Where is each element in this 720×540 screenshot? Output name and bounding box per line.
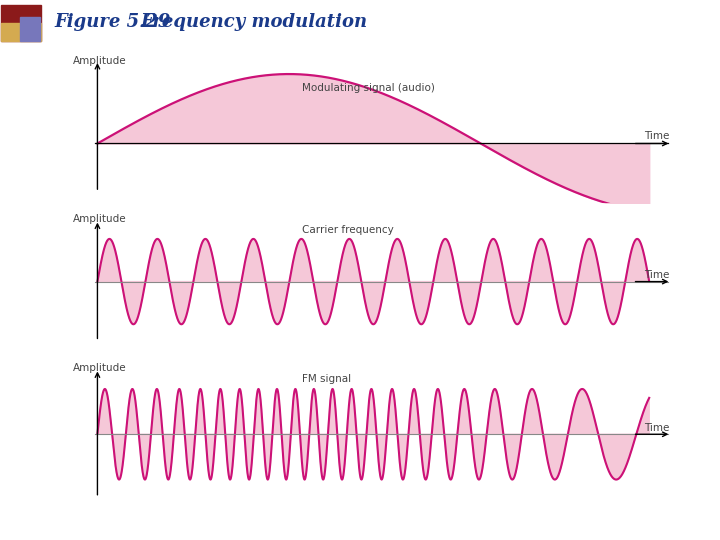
Bar (20, 17, 40, 41)
Bar (1, 23, 41, 41)
Text: Modulating signal (audio): Modulating signal (audio) (302, 83, 434, 93)
Text: Amplitude: Amplitude (73, 363, 126, 373)
Text: Carrier frequency: Carrier frequency (302, 225, 393, 234)
Text: Amplitude: Amplitude (73, 214, 126, 224)
Bar (1, 5, 41, 41)
Text: Amplitude: Amplitude (73, 56, 126, 66)
Text: FM signal: FM signal (302, 374, 351, 384)
Text: Time: Time (644, 131, 669, 141)
Text: Figure 5.29: Figure 5.29 (54, 13, 171, 31)
Text: Frequency modulation: Frequency modulation (140, 13, 367, 31)
Text: Time: Time (644, 270, 669, 280)
Text: Time: Time (644, 423, 669, 433)
